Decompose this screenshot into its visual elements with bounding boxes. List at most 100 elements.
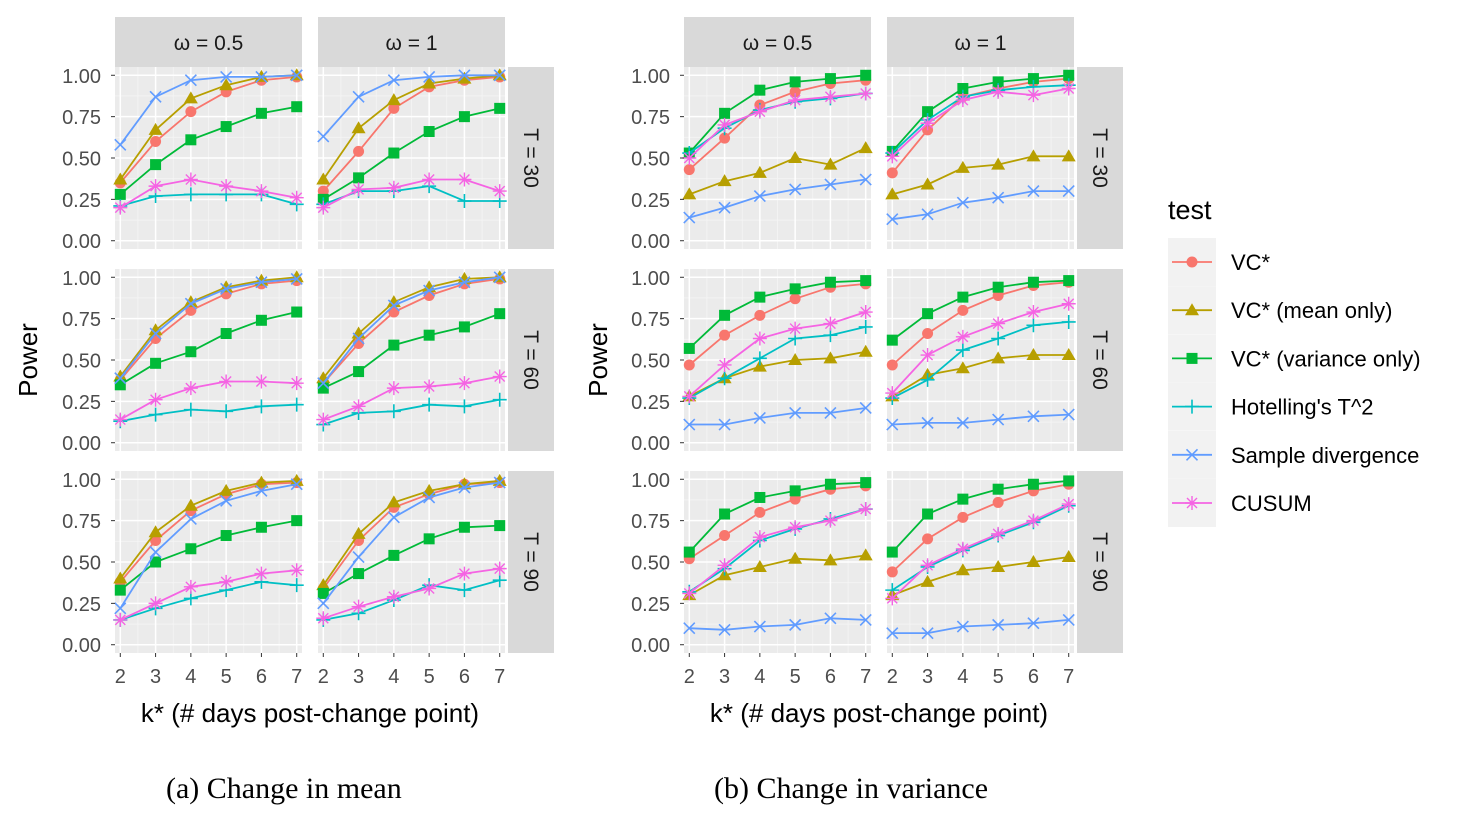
marker-square: [1027, 73, 1039, 85]
data-point: [114, 138, 127, 151]
marker-triangle: [289, 473, 304, 486]
data-point: [316, 200, 331, 215]
data-point: [752, 359, 767, 372]
marker-square: [388, 147, 400, 159]
marker-asterisk: [457, 376, 472, 391]
marker-plus: [457, 194, 472, 209]
data-point: [992, 76, 1004, 88]
series-line: [322, 178, 500, 209]
data-point: [255, 70, 268, 83]
marker-circle: [754, 506, 766, 518]
marker-circle: [353, 145, 365, 157]
marker-cross: [114, 138, 127, 151]
marker-triangle: [254, 475, 269, 488]
marker-cross: [718, 418, 731, 431]
data-point: [682, 151, 697, 165]
marker-triangle: [955, 361, 970, 374]
data-point: [289, 473, 304, 486]
data-point: [955, 343, 970, 358]
data-point: [754, 491, 766, 503]
marker-plus: [219, 404, 234, 419]
row-strip-label: T = 30: [519, 128, 542, 188]
marker-cross: [317, 130, 330, 143]
series-sample-divergence: [114, 478, 303, 615]
marker-circle: [789, 493, 801, 505]
marker-triangle: [752, 359, 767, 372]
data-point: [860, 477, 872, 489]
caption-change-in-mean: (a) Change in mean: [166, 772, 402, 805]
x-tick-label: 7: [860, 666, 871, 688]
legend-key-marker: [1186, 256, 1198, 268]
marker-triangle: [788, 353, 803, 365]
marker-asterisk: [289, 376, 304, 391]
data-point: [148, 392, 163, 407]
series-vc-variance-only: [317, 520, 506, 599]
data-point: [1027, 73, 1039, 85]
data-point: [1026, 348, 1041, 361]
marker-asterisk: [316, 611, 331, 626]
marker-square: [423, 126, 435, 138]
series-cusum: [316, 369, 507, 427]
data-point: [220, 282, 233, 295]
series-line: [688, 283, 866, 366]
marker-asterisk: [823, 316, 838, 331]
marker-cross: [753, 189, 766, 203]
data-point: [717, 558, 732, 573]
data-point: [423, 491, 436, 504]
panel: [316, 67, 507, 249]
data-point: [219, 404, 234, 419]
y-axis-title: Power: [583, 323, 613, 397]
marker-plus: [858, 319, 873, 334]
data-point: [1061, 81, 1076, 96]
marker-cross: [220, 494, 233, 507]
marker-triangle: [1061, 550, 1076, 563]
data-point: [753, 620, 766, 633]
data-point: [683, 359, 695, 371]
marker-triangle: [920, 177, 935, 190]
data-point: [992, 618, 1005, 631]
series-vc-variance-only: [114, 515, 303, 596]
marker-square: [789, 485, 801, 497]
series-vc-mean-only: [113, 270, 304, 382]
marker-cross: [352, 550, 365, 564]
data-point: [457, 376, 472, 391]
marker-cross: [956, 416, 969, 429]
row-strip-label: T = 60: [519, 330, 542, 390]
series-line: [688, 311, 866, 398]
series-cusum: [113, 374, 304, 427]
marker-square: [317, 587, 329, 599]
data-point: [824, 406, 837, 420]
marker-cross: [184, 297, 197, 310]
marker-circle: [789, 86, 801, 98]
data-point: [683, 342, 695, 354]
marker-cross: [290, 478, 303, 491]
data-point: [150, 159, 162, 171]
marker-plus: [183, 187, 198, 202]
marker-asterisk: [1026, 513, 1041, 528]
legend-item: Sample divergence: [1168, 430, 1419, 479]
marker-asterisk: [219, 179, 234, 194]
data-point: [351, 599, 366, 614]
data-point: [1061, 497, 1076, 512]
data-point: [955, 329, 970, 344]
row-strip: [508, 67, 554, 249]
series-line: [119, 279, 297, 381]
x-tick-label: 5: [790, 666, 801, 688]
data-point: [149, 327, 162, 340]
row-strip: [1077, 471, 1123, 653]
marker-square: [683, 342, 695, 354]
marker-triangle: [1026, 149, 1041, 162]
data-point: [886, 566, 898, 578]
series-line: [119, 481, 297, 583]
data-point: [860, 69, 872, 81]
data-point: [718, 201, 731, 214]
data-point: [386, 495, 401, 508]
row-strip-label: T = 90: [1088, 532, 1111, 592]
marker-square: [114, 584, 126, 596]
marker-asterisk: [1061, 296, 1076, 311]
marker-circle: [957, 511, 969, 523]
data-point: [289, 376, 304, 391]
data-point: [920, 348, 935, 363]
marker-plus: [289, 397, 304, 412]
series-line: [688, 74, 866, 154]
